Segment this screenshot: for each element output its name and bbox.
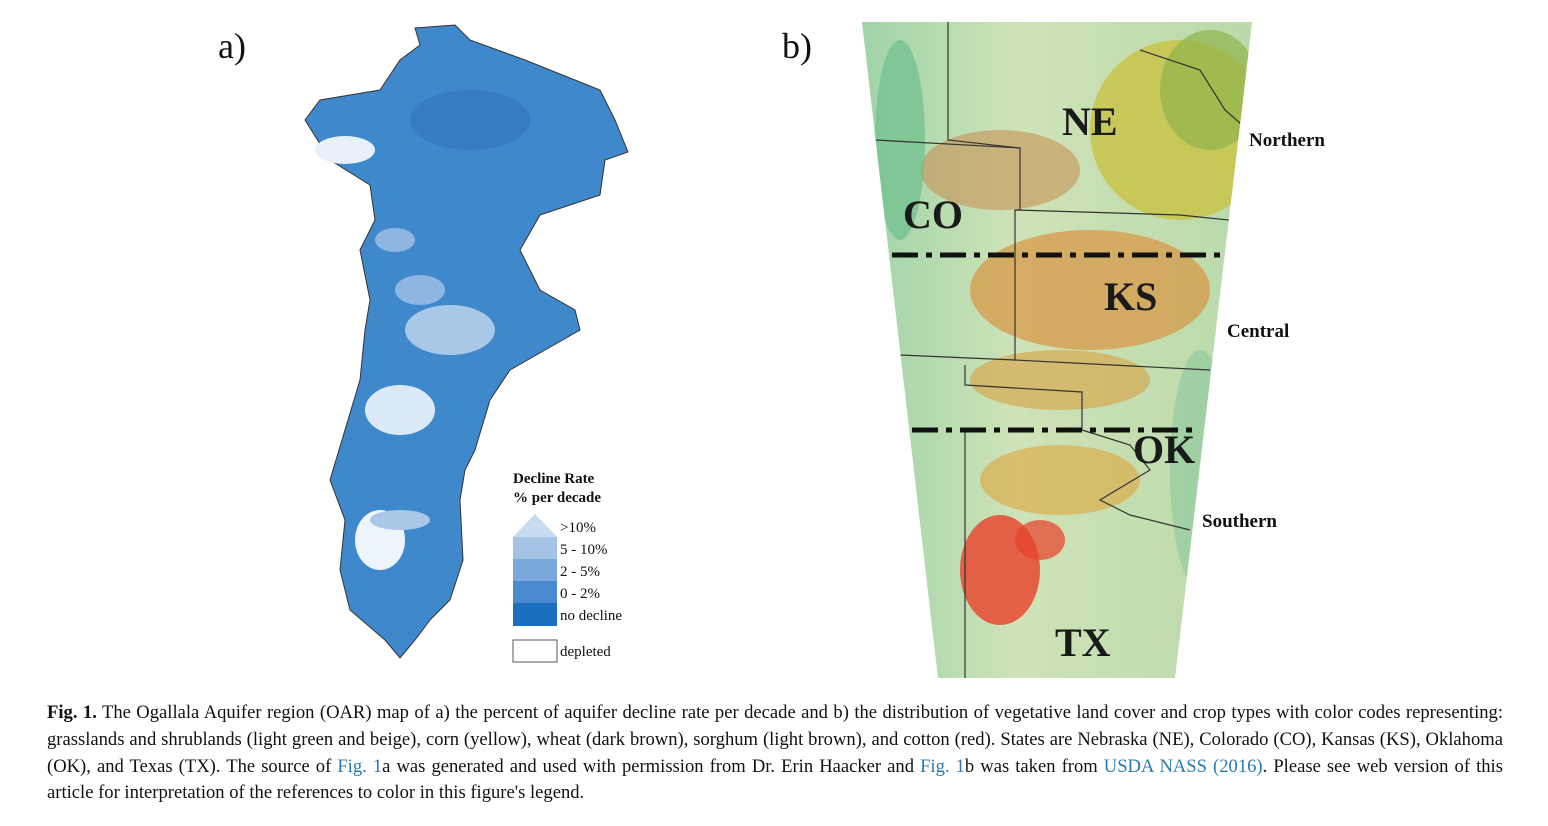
panel-label: a) <box>218 26 246 66</box>
caption-label: Fig. 1. <box>47 702 97 723</box>
legend-swatch <box>512 639 558 663</box>
state-label: CO <box>903 192 963 237</box>
state-label: KS <box>1104 274 1157 319</box>
legend-title: Decline Rate <box>513 471 595 487</box>
legend-label: 5 - 10% <box>560 542 608 558</box>
legend-swatch <box>513 537 557 559</box>
figure: a) Decline Rate % per decade >10% 5 - 10… <box>218 22 1325 678</box>
legend-label: depleted <box>560 644 611 660</box>
panel-label: b) <box>782 26 812 66</box>
legend: Decline Rate % per decade >10% 5 - 10% 2… <box>512 471 622 663</box>
legend-label: 0 - 2% <box>560 586 600 602</box>
caption-text: a was generated and used with permission… <box>382 755 921 777</box>
figure-link[interactable]: Fig. 1 <box>337 755 383 777</box>
decline-map <box>304 24 629 659</box>
reference-link[interactable]: USDA NASS (2016) <box>1103 755 1263 777</box>
region-label: Southern <box>1202 511 1277 532</box>
legend-swatch <box>513 603 557 626</box>
landcover-map <box>862 22 1252 678</box>
state-label: NE <box>1062 99 1118 144</box>
state-label: TX <box>1055 620 1111 665</box>
legend-swatch <box>513 514 557 537</box>
caption-text: . Please see web version of this article… <box>47 755 1503 804</box>
state-label: OK <box>1133 427 1195 472</box>
region-label: Northern <box>1249 130 1325 151</box>
legend-label: 2 - 5% <box>560 564 600 580</box>
legend-swatch <box>513 559 557 581</box>
legend-label: >10% <box>560 520 596 536</box>
caption-text: b was taken from <box>964 755 1104 777</box>
figure-link[interactable]: Fig. 1 <box>920 755 965 777</box>
region-label: Central <box>1227 321 1289 342</box>
caption-text: The Ogallala Aquifer region (OAR) map of… <box>47 702 1503 777</box>
legend-title: % per decade <box>513 490 601 506</box>
legend-swatch <box>513 581 557 603</box>
legend-label: no decline <box>560 608 622 624</box>
caption: Fig. 1. The Ogallala Aquifer region (OAR… <box>47 700 1503 807</box>
